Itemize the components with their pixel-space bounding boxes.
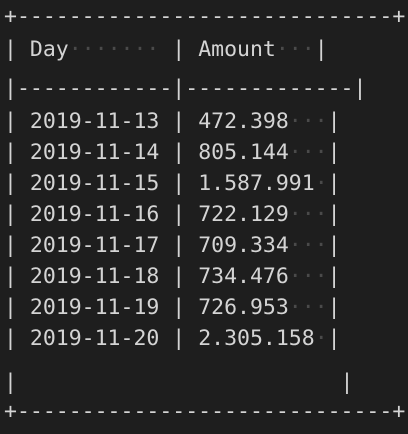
padding-dots: ··· [288, 109, 328, 134]
table-header-row: | Day······· | Amount···| [4, 37, 328, 62]
day-cell: 2019-11-16 [29, 202, 160, 227]
amount-cell: 726.953 [198, 295, 289, 320]
terminal-output: +-----------------------------+ | Day···… [4, 0, 406, 434]
table-row: | 2019-11-15 | 1.587.991·| [4, 171, 341, 196]
table-row: | 2019-11-16 | 722.129···| [4, 202, 341, 227]
padding-dots: ······· [68, 37, 160, 62]
table-row: | 2019-11-18 | 734.476···| [4, 264, 341, 289]
amount-cell: 709.334 [198, 233, 289, 258]
table-header-separator: |------------|-------------| [4, 76, 367, 101]
table-row: | 2019-11-19 | 726.953···| [4, 295, 341, 320]
column-header-day: Day [29, 37, 69, 62]
amount-cell: 722.129 [198, 202, 289, 227]
day-cell: 2019-11-20 [29, 326, 160, 351]
amount-cell: 472.398 [198, 109, 289, 134]
amount-cell: 2.305.158 [198, 326, 315, 351]
padding-dots: ··· [288, 233, 328, 258]
day-cell: 2019-11-13 [29, 109, 160, 134]
column-header-amount: Amount [198, 37, 276, 62]
amount-cell: 734.476 [198, 264, 289, 289]
padding-dots: · [314, 326, 328, 351]
day-cell: 2019-11-14 [29, 140, 160, 165]
padding-dots: · [314, 171, 328, 196]
table-row-spacer: | | [4, 370, 354, 395]
padding-dots: ··· [288, 140, 328, 165]
table-row: | 2019-11-17 | 709.334···| [4, 233, 341, 258]
day-cell: 2019-11-15 [29, 171, 160, 196]
padding-dots: ··· [288, 264, 328, 289]
table-row: | 2019-11-13 | 472.398···| [4, 109, 341, 134]
padding-dots: ··· [275, 37, 315, 62]
table-row: | 2019-11-14 | 805.144···| [4, 140, 341, 165]
amount-cell: 1.587.991 [198, 171, 315, 196]
amount-cell: 805.144 [198, 140, 289, 165]
table-bottom-border: +-----------------------------+ [4, 399, 406, 424]
table-row: | 2019-11-20 | 2.305.158·| [4, 326, 341, 351]
padding-dots: ··· [288, 295, 328, 320]
day-cell: 2019-11-17 [29, 233, 160, 258]
table-top-border: +-----------------------------+ [4, 4, 406, 29]
padding-dots: ··· [288, 202, 328, 227]
day-cell: 2019-11-19 [29, 295, 160, 320]
day-cell: 2019-11-18 [29, 264, 160, 289]
